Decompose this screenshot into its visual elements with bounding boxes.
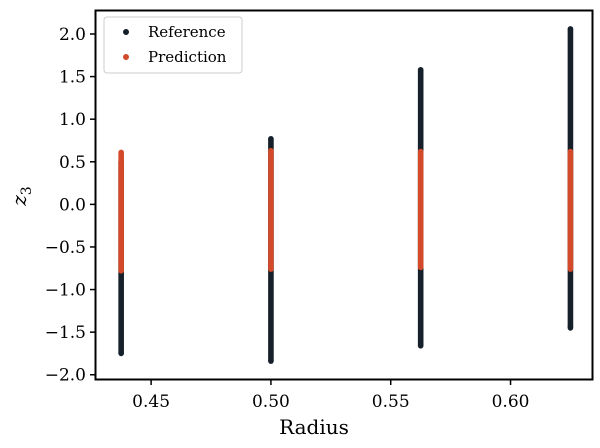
data-point-reference: [268, 358, 274, 364]
y-tick-label: −0.5: [45, 238, 86, 258]
x-tick-label: 0.55: [372, 392, 410, 412]
x-tick-label: 0.50: [252, 392, 290, 412]
data-point-prediction: [118, 268, 124, 274]
y-axis-label-subscript: 3: [19, 186, 35, 195]
legend-marker-prediction: [123, 54, 129, 60]
data-point-prediction: [268, 147, 274, 154]
plot-frame: [94, 9, 594, 381]
legend-marker-reference: [123, 29, 129, 35]
y-tick-label: −1.5: [45, 323, 86, 343]
y-tick-label: 0.0: [59, 195, 86, 215]
y-tick-label: 2.0: [59, 25, 86, 45]
x-axis-label: Radius: [279, 415, 349, 439]
data-point-reference: [567, 26, 574, 32]
x-axis-ticks: 0.45 0.50 0.55 0.60: [132, 379, 529, 412]
point-column-prediction: [118, 152, 124, 271]
y-tick-label: −2.0: [45, 366, 86, 386]
x-tick-label: 0.45: [132, 392, 170, 412]
plot-points: [118, 26, 574, 364]
x-tick-label: 0.60: [492, 392, 530, 412]
data-point-reference: [118, 350, 124, 357]
legend-box: [103, 16, 243, 74]
legend-label-reference: Reference: [148, 23, 226, 41]
legend: Reference Prediction: [103, 16, 243, 74]
y-axis-ticks: −2.0 −1.5 −1.0 −0.5 0.0 0.5 1.0 1.5 2.0: [45, 25, 96, 386]
y-tick-label: 0.5: [59, 153, 86, 173]
y-axis-label: z3: [7, 186, 35, 206]
data-point-reference: [268, 135, 274, 142]
point-column-prediction: [567, 151, 574, 270]
data-point-prediction: [417, 148, 424, 155]
data-point-prediction: [567, 266, 574, 272]
point-column-prediction: [417, 151, 424, 268]
legend-label-prediction: Prediction: [148, 48, 227, 66]
data-point-reference: [417, 66, 424, 73]
y-axis-label-main: z: [7, 195, 31, 207]
data-point-prediction: [567, 148, 574, 155]
data-point-prediction: [268, 266, 274, 272]
y-tick-label: −1.0: [45, 281, 86, 301]
data-point-reference: [417, 342, 424, 349]
data-point-reference: [567, 325, 574, 331]
y-tick-label: 1.0: [59, 110, 86, 130]
y-tick-label: 1.5: [59, 68, 86, 88]
data-point-prediction: [417, 264, 424, 271]
data-point-prediction: [118, 149, 124, 156]
point-column-prediction: [268, 150, 274, 270]
